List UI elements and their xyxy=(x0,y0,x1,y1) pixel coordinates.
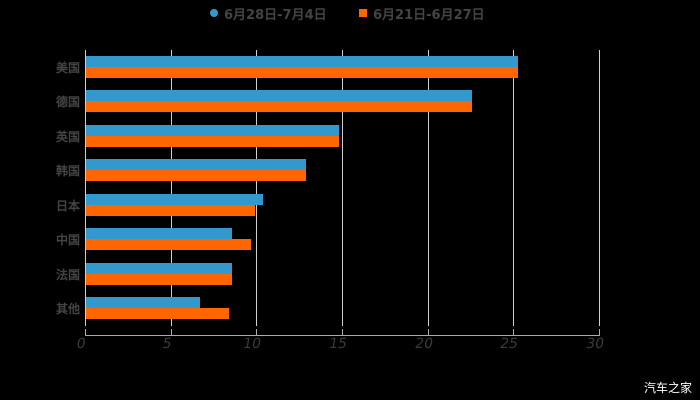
x-axis-tick-label: 0 xyxy=(75,336,87,352)
gridline xyxy=(342,50,343,326)
bar-series-1[interactable] xyxy=(86,56,518,67)
x-axis-tick xyxy=(513,329,514,335)
x-axis-tick xyxy=(85,329,86,335)
bar-series-1[interactable] xyxy=(86,159,306,170)
x-axis-tick xyxy=(171,329,172,335)
bar-series-2[interactable] xyxy=(86,205,255,216)
category-label: 英国 xyxy=(55,129,80,144)
gridline xyxy=(513,50,514,326)
gridline xyxy=(171,50,172,326)
legend-label: 6月28日-7月4日 xyxy=(224,7,327,23)
bar-series-2[interactable] xyxy=(86,67,518,78)
bar-series-2[interactable] xyxy=(86,274,232,285)
x-axis-tick xyxy=(342,329,343,335)
legend-square-icon xyxy=(359,9,367,17)
bar-series-1[interactable] xyxy=(86,297,200,308)
x-axis-tick-label: 30 xyxy=(584,336,606,352)
x-axis-tick xyxy=(256,329,257,335)
category-label: 德国 xyxy=(55,95,80,110)
category-label: 韩国 xyxy=(55,164,80,179)
legend-item-series-2[interactable]: 6月21日-6月27日 xyxy=(359,3,485,23)
category-label: 其他 xyxy=(55,302,80,316)
bar-series-1[interactable] xyxy=(86,263,232,274)
chart-legend: 6月28日-7月4日 6月21日-6月27日 xyxy=(0,3,700,23)
legend-label: 6月21日-6月27日 xyxy=(373,7,485,23)
x-axis-line xyxy=(85,335,600,336)
x-axis-tick-label: 5 xyxy=(161,336,173,352)
bar-series-2[interactable] xyxy=(86,308,229,319)
bar-series-1[interactable] xyxy=(86,228,232,239)
watermark: 汽车之家 xyxy=(643,381,692,395)
legend-item-series-1[interactable]: 6月28日-7月4日 xyxy=(210,3,327,23)
category-label: 法国 xyxy=(55,267,80,282)
gridline xyxy=(599,50,600,326)
bar-series-1[interactable] xyxy=(86,90,472,101)
gridline xyxy=(428,50,429,326)
bar-series-2[interactable] xyxy=(86,170,306,181)
x-axis-tick-label: 20 xyxy=(413,336,435,352)
legend-circle-icon xyxy=(210,9,218,17)
category-label: 美国 xyxy=(55,61,80,75)
bar-series-2[interactable] xyxy=(86,136,339,147)
bar-series-2[interactable] xyxy=(86,101,472,112)
gridline xyxy=(256,50,257,326)
category-label: 中国 xyxy=(55,233,80,248)
category-label: 日本 xyxy=(55,198,80,213)
x-axis-tick-label: 15 xyxy=(327,336,349,352)
bar-series-1[interactable] xyxy=(86,125,339,136)
x-axis-tick xyxy=(599,329,600,335)
bar-series-2[interactable] xyxy=(86,239,251,250)
x-axis-tick xyxy=(428,329,429,335)
bar-series-1[interactable] xyxy=(86,194,263,205)
x-axis-tick-label: 25 xyxy=(498,336,520,352)
y-axis-line xyxy=(85,50,86,326)
x-axis-tick-label: 10 xyxy=(241,336,263,352)
